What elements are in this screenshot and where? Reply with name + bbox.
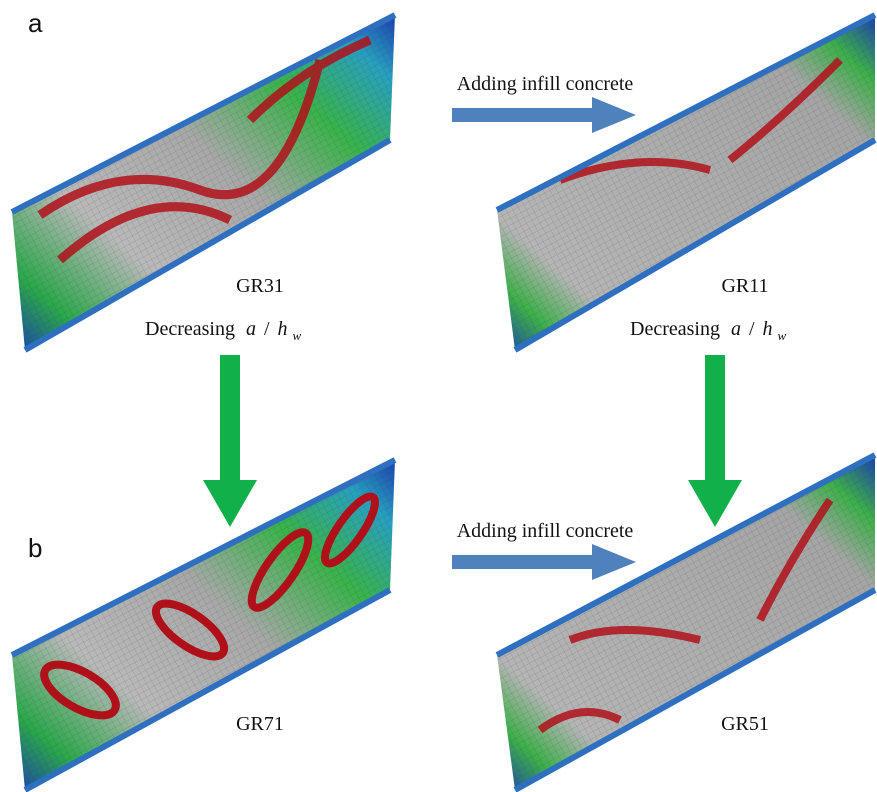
beam-gr31 xyxy=(12,15,395,350)
arrow-label: Decreasing a / h w xyxy=(630,318,787,343)
arrow-right xyxy=(452,97,636,133)
symbol: h xyxy=(278,318,288,340)
symbol: / xyxy=(749,318,755,340)
panel-label: b xyxy=(28,533,42,563)
symbol: h xyxy=(763,318,773,340)
arrow-label: Adding infill concrete xyxy=(457,73,634,95)
figure: a b Adding infill concrete Adding infill… xyxy=(0,0,877,792)
beam-gr71 xyxy=(12,460,395,790)
symbol: a xyxy=(246,318,256,340)
arrow-right xyxy=(452,544,636,580)
symbol: a xyxy=(731,318,741,340)
arrow-down xyxy=(203,355,257,527)
label-text: Decreasing xyxy=(145,318,235,340)
model-name: GR31 xyxy=(236,275,284,297)
arrow-label: Adding infill concrete xyxy=(457,520,634,542)
subscript: w xyxy=(293,328,302,343)
beam-gr11 xyxy=(497,15,875,350)
model-name: GR71 xyxy=(236,713,284,735)
subscript: w xyxy=(778,328,787,343)
panel-label: a xyxy=(28,8,43,38)
model-name: GR51 xyxy=(721,713,769,735)
symbol: / xyxy=(264,318,270,340)
label-text: Decreasing xyxy=(630,318,720,340)
arrow-label: Decreasing a / h w xyxy=(145,318,302,343)
arrow-down xyxy=(688,355,742,527)
model-name: GR11 xyxy=(721,275,768,297)
beam-gr51 xyxy=(497,455,875,790)
